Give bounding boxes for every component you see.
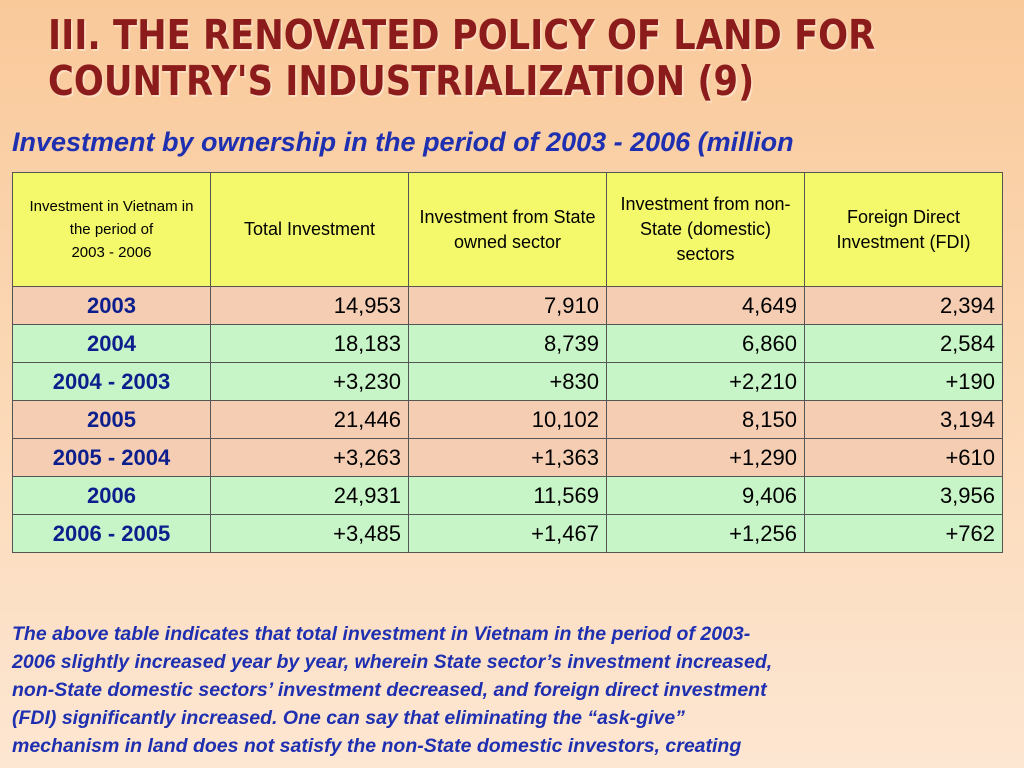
- slide-title-line-2: country's industrialization (9): [48, 57, 755, 105]
- cell-fdi: 3,194: [804, 400, 1003, 439]
- cell-non-state: 6,860: [606, 324, 805, 363]
- table-row: 2006 - 2005 +3,485 +1,467 +1,256 +762: [12, 514, 1003, 553]
- table-row: 2006 24,931 11,569 9,406 3,956: [12, 476, 1003, 515]
- paragraph-line: mechanism in land does not satisfy the n…: [12, 735, 742, 757]
- cell-fdi: +610: [804, 438, 1003, 477]
- cell-total: 24,931: [210, 476, 409, 515]
- cell-state: +1,467: [408, 514, 607, 553]
- cell-state: 8,739: [408, 324, 607, 363]
- paragraph-line: (FDI) significantly increased. One can s…: [12, 707, 685, 729]
- cell-total: +3,230: [210, 362, 409, 401]
- investment-table: Investment in Vietnam in the period of 2…: [12, 172, 1003, 553]
- cell-fdi: 2,584: [804, 324, 1003, 363]
- paragraph-line: non-State domestic sectors’ investment d…: [12, 679, 767, 701]
- paragraph-line: The above table indicates that total inv…: [12, 623, 751, 645]
- slide-title-line-1: III. The renovated policy of land for: [48, 11, 876, 59]
- row-label: 2004 - 2003: [12, 362, 211, 401]
- table-row: 2004 - 2003 +3,230 +830 +2,210 +190: [12, 362, 1003, 401]
- cell-non-state: 9,406: [606, 476, 805, 515]
- row-label: 2006: [12, 476, 211, 515]
- table-row: 2003 14,953 7,910 4,649 2,394: [12, 286, 1003, 325]
- table-caption: Investment by ownership in the period of…: [12, 127, 794, 157]
- cell-total: +3,485: [210, 514, 409, 553]
- cell-state: 11,569: [408, 476, 607, 515]
- cell-fdi: 2,394: [804, 286, 1003, 325]
- table-header-row: Investment in Vietnam in the period of 2…: [12, 172, 1003, 287]
- header-period: Investment in Vietnam in the period of 2…: [12, 172, 211, 287]
- row-label: 2005: [12, 400, 211, 439]
- cell-total: 18,183: [210, 324, 409, 363]
- cell-non-state: +1,290: [606, 438, 805, 477]
- table-row: 2004 18,183 8,739 6,860 2,584: [12, 324, 1003, 363]
- cell-state: 7,910: [408, 286, 607, 325]
- row-label: 2003: [12, 286, 211, 325]
- cell-non-state: 4,649: [606, 286, 805, 325]
- header-period-range: 2003 - 2006: [71, 244, 152, 261]
- cell-state: 10,102: [408, 400, 607, 439]
- cell-total: 21,446: [210, 400, 409, 439]
- slide-title: III. The renovated policy of land for co…: [48, 11, 876, 105]
- cell-total: +3,263: [210, 438, 409, 477]
- header-fdi: Foreign Direct Investment (FDI): [804, 172, 1003, 287]
- cell-fdi: +190: [804, 362, 1003, 401]
- summary-paragraph: The above table indicates that total inv…: [12, 620, 1012, 760]
- paragraph-line: 2006 slightly increased year by year, wh…: [12, 651, 773, 673]
- table-row: 2005 21,446 10,102 8,150 3,194: [12, 400, 1003, 439]
- cell-non-state: +2,210: [606, 362, 805, 401]
- row-label: 2005 - 2004: [12, 438, 211, 477]
- header-state-sector: Investment from State owned sector: [408, 172, 607, 287]
- header-total-investment: Total Investment: [210, 172, 409, 287]
- cell-non-state: +1,256: [606, 514, 805, 553]
- header-non-state-sector: Investment from non-State (domestic) sec…: [606, 172, 805, 287]
- cell-fdi: +762: [804, 514, 1003, 553]
- header-period-text: Investment in Vietnam in the period of: [29, 198, 194, 238]
- cell-fdi: 3,956: [804, 476, 1003, 515]
- cell-state: +830: [408, 362, 607, 401]
- cell-state: +1,363: [408, 438, 607, 477]
- row-label: 2004: [12, 324, 211, 363]
- table-row: 2005 - 2004 +3,263 +1,363 +1,290 +610: [12, 438, 1003, 477]
- row-label: 2006 - 2005: [12, 514, 211, 553]
- cell-total: 14,953: [210, 286, 409, 325]
- cell-non-state: 8,150: [606, 400, 805, 439]
